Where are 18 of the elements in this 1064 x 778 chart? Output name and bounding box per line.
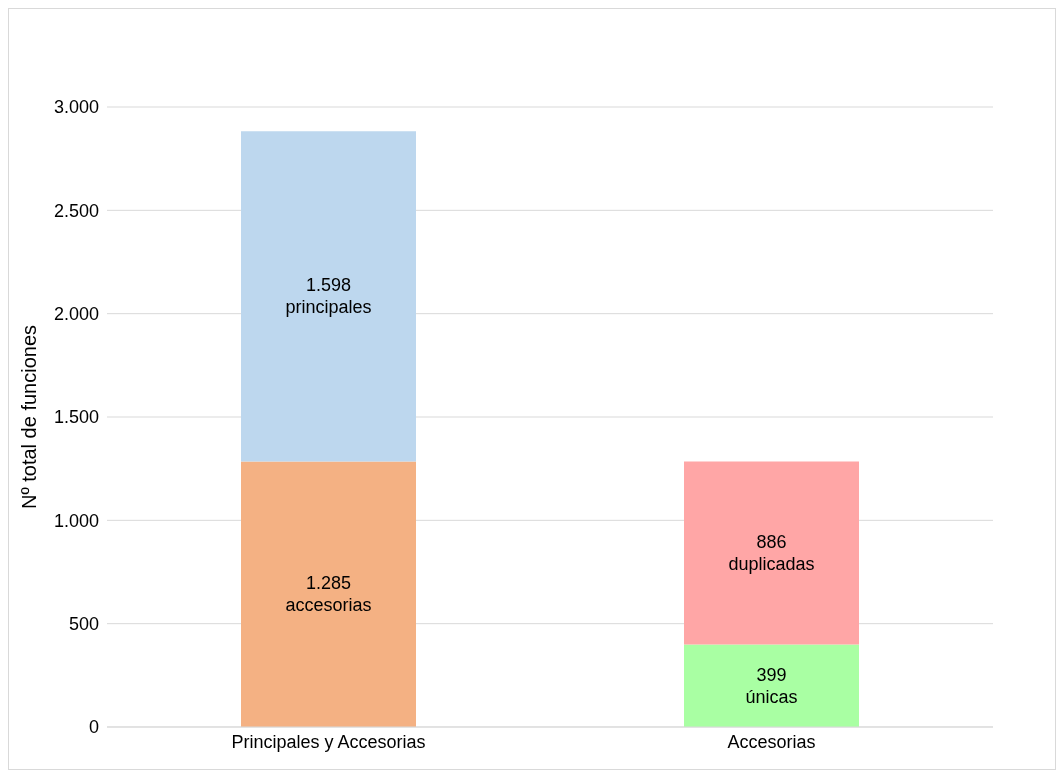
bar bbox=[241, 461, 416, 727]
x-tick-label: Principales y Accesorias bbox=[231, 731, 426, 752]
y-tick-label: 3.000 bbox=[53, 97, 99, 118]
y-tick-label: 1.000 bbox=[53, 510, 99, 531]
y-tick-label: 2.500 bbox=[53, 200, 99, 221]
bar bbox=[241, 131, 416, 462]
y-tick-label: 2.000 bbox=[53, 304, 99, 325]
y-tick-label: 1.500 bbox=[53, 407, 99, 428]
data-label: 886 duplicadas bbox=[728, 531, 815, 574]
y-axis-title: Nº total de funciones bbox=[18, 324, 41, 510]
bar bbox=[684, 644, 859, 727]
y-tick-label: 0 bbox=[88, 717, 99, 738]
data-label: 1.285 accesorias bbox=[285, 573, 372, 616]
bar bbox=[684, 461, 859, 645]
data-label: 399 únicas bbox=[745, 664, 798, 707]
x-tick-label: Accesorias bbox=[727, 731, 816, 752]
y-tick-label: 500 bbox=[68, 614, 99, 635]
data-label: 1.598 principales bbox=[285, 275, 372, 318]
